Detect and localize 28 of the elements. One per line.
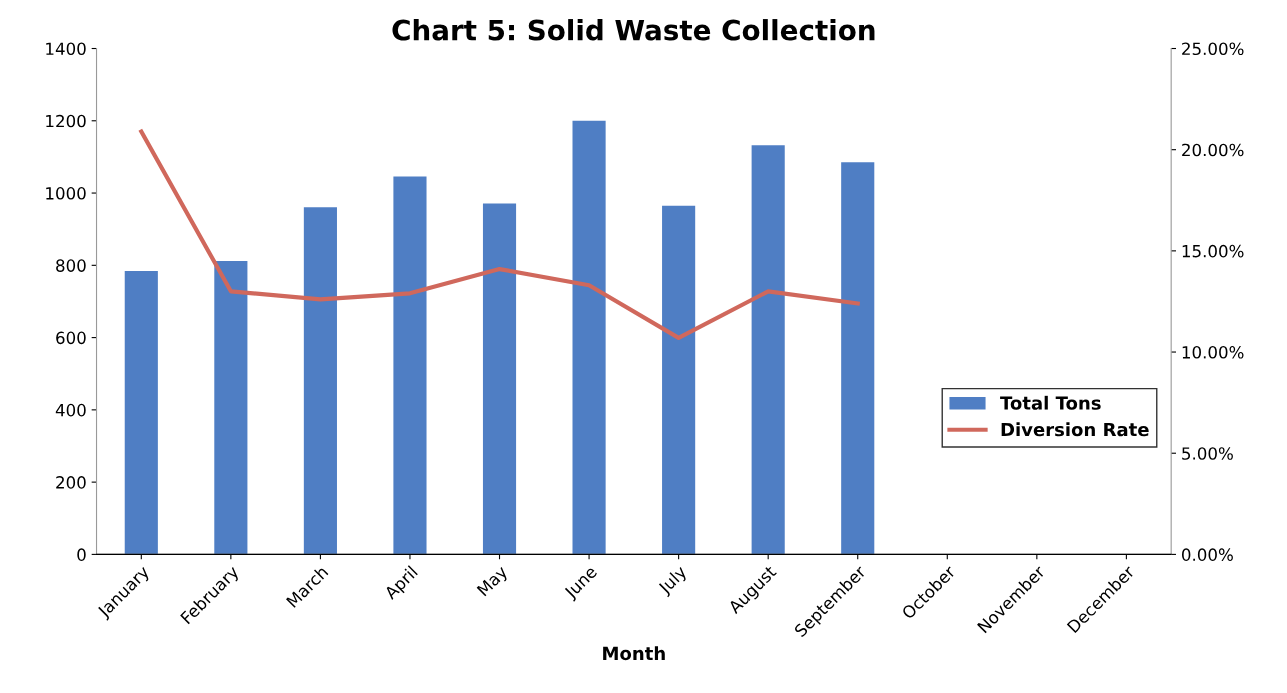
x-axis-title: Month (603, 646, 665, 661)
y2-tick-label: 25.00% (1182, 42, 1244, 56)
y-tick-label: 1200 (46, 114, 86, 128)
y-tick-label: 0 (77, 548, 86, 561)
bar (662, 205, 696, 555)
line-series (139, 129, 860, 340)
legend-label: Total Tons (1000, 395, 1101, 410)
y2-tick-label: 15.00% (1182, 244, 1244, 258)
bar (751, 145, 785, 555)
y-tick-label: 200 (56, 476, 86, 489)
y-tick-label: 400 (55, 403, 86, 417)
bar (572, 120, 606, 555)
y-tick-label: 1400 (46, 42, 86, 56)
y-tick-label: 800 (56, 259, 86, 272)
bar (303, 207, 337, 555)
bar (124, 271, 158, 555)
y-tick-label: 1000 (46, 187, 86, 200)
bar (482, 203, 517, 555)
legend-label: Diversion Rate (1001, 422, 1149, 437)
y2-tick-label: 20.00% (1182, 143, 1244, 157)
y2-tick-label: 10.00% (1182, 346, 1244, 359)
y2-tick-label: 0.00% (1181, 548, 1233, 561)
bar (393, 176, 427, 555)
y-tick-label: 600 (56, 331, 86, 345)
y2-tick-label: 5.00% (1182, 447, 1233, 460)
bar (841, 162, 875, 555)
bar (214, 260, 248, 555)
chart-title: Chart 5: Solid Waste Collection (392, 19, 875, 41)
